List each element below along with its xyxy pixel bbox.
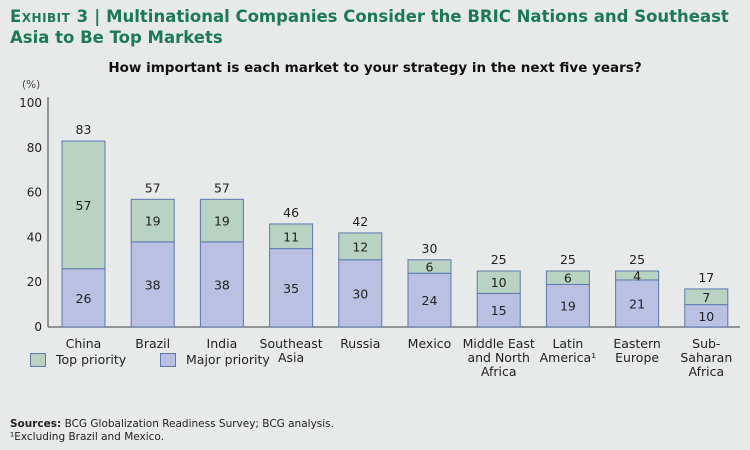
- x-tick-label: and North: [467, 350, 529, 365]
- bar-top-priority: [476, 270, 521, 294]
- data-label-major: 15: [491, 303, 507, 318]
- x-tick-label: Europe: [615, 350, 659, 365]
- bar-top-priority: [269, 223, 314, 250]
- legend-label: Major priority: [186, 352, 270, 367]
- data-label-top: 12: [352, 239, 368, 254]
- x-tick-label: Southeast: [260, 336, 323, 351]
- bar-major-priority: [338, 259, 383, 328]
- x-tick-label: America¹: [540, 350, 597, 365]
- legend-major-priority: Major priority: [160, 352, 270, 367]
- data-label-major: 30: [352, 286, 368, 301]
- bar-top-priority: [615, 270, 660, 281]
- data-label-major: 10: [698, 309, 714, 324]
- bar-top-priority: [684, 288, 729, 306]
- data-label-total: 46: [283, 205, 299, 220]
- x-tick-label: Russia: [340, 336, 380, 351]
- x-tick-label: Middle East: [463, 336, 535, 351]
- x-tick-label: China: [66, 336, 102, 351]
- chart-title: How important is each market to your str…: [108, 60, 642, 76]
- data-label-major: 19: [560, 299, 576, 314]
- y-tick-label: 0: [34, 320, 42, 334]
- y-tick-label: 40: [27, 230, 42, 244]
- stacked-bar-chart: (%) 0 20 40 60 80 100 26 57 83 China 38 19 57 Brazil 38…: [19, 79, 740, 379]
- x-tick-label: Eastern: [613, 336, 661, 351]
- x-tick-label: Mexico: [408, 336, 452, 351]
- data-label-major: 26: [76, 291, 92, 306]
- data-label-top: 11: [283, 229, 299, 244]
- y-tick-label: 100: [19, 96, 42, 110]
- y-axis-label: (%): [22, 79, 40, 91]
- y-tick-label: 20: [27, 275, 42, 289]
- bar-major-priority: [61, 268, 106, 328]
- data-label-major: 35: [283, 281, 299, 296]
- data-label-major: 38: [145, 277, 161, 292]
- legend-top-priority: Top priority: [30, 352, 126, 367]
- bar-major-priority: [615, 279, 660, 328]
- data-label-top: 6: [426, 260, 434, 275]
- data-label-total: 25: [560, 252, 576, 267]
- legend-swatch-major: [160, 352, 176, 367]
- data-label-total: 25: [629, 252, 645, 267]
- data-label-major: 21: [629, 296, 645, 311]
- data-label-top: 10: [491, 275, 507, 290]
- sources-text: BCG Globalization Readiness Survey; BCG …: [61, 418, 334, 430]
- exhibit-label: Exhibit 3: [10, 7, 89, 26]
- legend-label: Top priority: [56, 352, 127, 367]
- data-label-top: 19: [214, 214, 230, 229]
- source-notes: Sources: BCG Globalization Readiness Sur…: [10, 418, 334, 444]
- x-tick-label: Sub-: [692, 336, 720, 351]
- bar-top-priority: [130, 198, 175, 243]
- data-label-major: 24: [422, 293, 438, 308]
- data-label-top: 19: [145, 214, 161, 229]
- x-tick-label: Brazil: [135, 336, 170, 351]
- bar-top-priority: [407, 259, 452, 274]
- data-label-top: 4: [633, 268, 641, 283]
- sources-label: Sources:: [10, 418, 62, 430]
- data-label-total: 30: [422, 241, 438, 256]
- data-label-major: 38: [214, 277, 230, 292]
- x-tick-label: Africa: [481, 364, 517, 379]
- bar-major-priority: [199, 241, 244, 328]
- x-tick-label: Africa: [688, 364, 724, 379]
- y-tick-label: 80: [27, 141, 42, 155]
- bar-major-priority: [545, 283, 590, 328]
- title-text: Multinational Companies Consider the BRI…: [10, 7, 729, 47]
- data-label-total: 57: [145, 180, 161, 195]
- data-label-total: 83: [76, 122, 92, 137]
- footnote: ¹Excluding Brazil and Mexico.: [10, 431, 165, 443]
- bar-top-priority: [338, 232, 383, 261]
- data-label-total: 17: [698, 270, 714, 285]
- data-label-total: 57: [214, 180, 230, 195]
- bar-top-priority: [545, 270, 590, 285]
- x-tick-label: Latin: [552, 336, 583, 351]
- bar-top-priority: [199, 198, 244, 243]
- data-label-top: 57: [76, 198, 92, 213]
- data-label-top: 6: [564, 271, 572, 286]
- bar-major-priority: [476, 292, 521, 328]
- y-tick-label: 60: [27, 186, 42, 200]
- exhibit-title: Exhibit 3 | Multinational Companies Cons…: [10, 7, 729, 47]
- data-label-top: 7: [702, 290, 710, 305]
- bar-top-priority: [61, 140, 106, 270]
- x-tick-label: Asia: [278, 350, 304, 365]
- x-tick-label: India: [207, 336, 238, 351]
- data-label-total: 42: [352, 214, 368, 229]
- legend-swatch-top: [30, 352, 46, 367]
- data-label-total: 25: [491, 252, 507, 267]
- x-tick-label: Saharan: [680, 350, 732, 365]
